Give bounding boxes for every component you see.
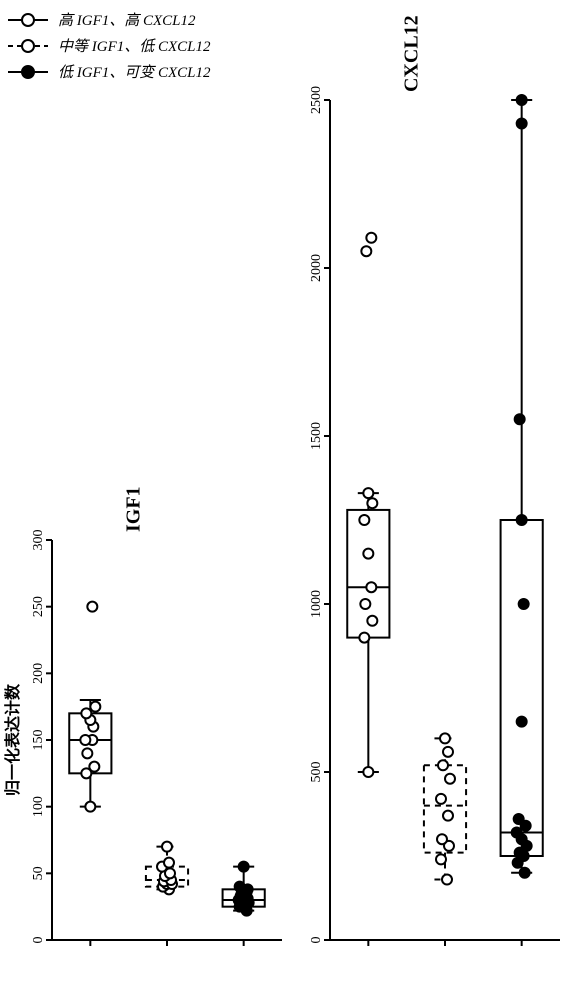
- panel-title: IGF1: [122, 486, 144, 532]
- legend-label: 中等 IGF1、低 CXCL12: [58, 38, 211, 55]
- data-point: [162, 842, 172, 852]
- data-point: [89, 762, 99, 772]
- legend-label: 高 IGF1、高 CXCL12: [58, 12, 196, 29]
- data-point: [359, 633, 369, 643]
- data-point: [517, 95, 527, 105]
- data-point: [363, 767, 373, 777]
- y-tick-label: 0: [309, 937, 324, 944]
- data-point: [366, 582, 376, 592]
- y-tick-label: 250: [31, 596, 46, 617]
- data-point: [517, 717, 527, 727]
- data-point: [82, 748, 92, 758]
- y-tick-label: 300: [31, 530, 46, 551]
- data-point: [514, 814, 524, 824]
- y-tick-label: 1000: [309, 590, 324, 618]
- y-tick-label: 2500: [309, 86, 324, 114]
- data-point: [436, 794, 446, 804]
- figure-svg: 高 IGF1、高 CXCL12 中等 IGF1、低 CXCL12 低 IGF1、可变…: [0, 0, 566, 1000]
- data-point: [437, 834, 447, 844]
- y-tick-label: 200: [31, 663, 46, 684]
- data-point: [517, 119, 527, 129]
- data-point: [367, 498, 377, 508]
- data-point: [520, 868, 530, 878]
- data-point: [87, 602, 97, 612]
- data-point: [445, 774, 455, 784]
- data-point: [360, 599, 370, 609]
- data-point: [363, 488, 373, 498]
- data-point: [515, 414, 525, 424]
- data-point: [90, 702, 100, 712]
- data-point: [512, 827, 522, 837]
- data-point: [239, 862, 249, 872]
- data-point: [440, 733, 450, 743]
- y-tick-label: 0: [31, 937, 46, 944]
- data-point: [164, 858, 174, 868]
- data-point: [366, 233, 376, 243]
- data-point: [359, 515, 369, 525]
- data-point: [442, 875, 452, 885]
- data-point: [361, 246, 371, 256]
- y-tick-label: 500: [309, 762, 324, 783]
- y-tick-label: 100: [31, 796, 46, 817]
- data-point: [363, 549, 373, 559]
- y-tick-label: 50: [31, 866, 46, 880]
- legend-label: 低 IGF1、可变 CXCL12: [58, 64, 211, 81]
- panel-title: CXCL12: [400, 15, 422, 92]
- y-tick-label: 1500: [309, 422, 324, 450]
- data-point: [85, 802, 95, 812]
- data-point: [438, 760, 448, 770]
- y-axis-label: 归一化表达计数: [3, 683, 22, 796]
- data-point: [517, 515, 527, 525]
- y-tick-label: 150: [31, 730, 46, 751]
- data-point: [367, 616, 377, 626]
- data-point: [81, 708, 91, 718]
- y-tick-label: 2000: [309, 254, 324, 282]
- data-point: [80, 735, 90, 745]
- data-point: [235, 882, 245, 892]
- data-point: [443, 747, 453, 757]
- data-point: [436, 854, 446, 864]
- data-point: [519, 599, 529, 609]
- data-point: [443, 811, 453, 821]
